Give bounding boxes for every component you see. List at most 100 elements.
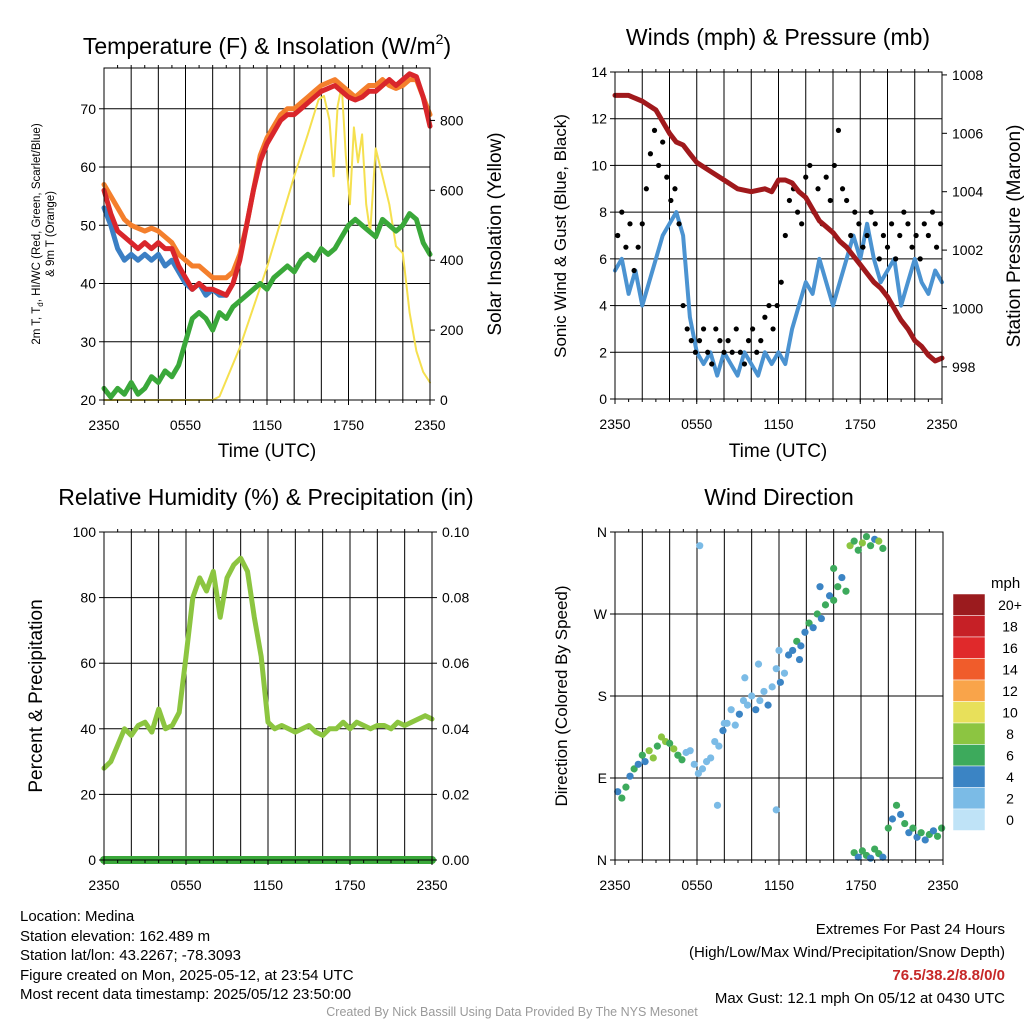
y2-tick-label: 1002 bbox=[952, 242, 983, 258]
direction-point bbox=[909, 824, 917, 832]
x-tick-label: 1150 bbox=[253, 877, 283, 893]
direction-axes: 2350 0550 1150 1750 2350 N E S W N bbox=[594, 524, 959, 893]
direction-point bbox=[641, 758, 649, 766]
direction-point bbox=[801, 628, 809, 636]
y-tick-label: 80 bbox=[80, 590, 96, 606]
x-tick-label: 2350 bbox=[926, 416, 957, 432]
direction-point bbox=[879, 853, 887, 861]
created-text: Figure created on Mon, 2025-05-12, at 23… bbox=[20, 966, 354, 984]
extremes-values: 76.5/38.2/8.8/0/0 bbox=[892, 967, 1005, 984]
y-tick-label: 4 bbox=[599, 298, 607, 314]
x-tick-label: 1150 bbox=[252, 417, 282, 433]
temperature-y2label: Solar Insolation (Yellow) bbox=[485, 132, 506, 335]
direction-point bbox=[866, 854, 875, 862]
direction-point bbox=[866, 542, 875, 550]
gust-point bbox=[635, 244, 641, 250]
y2-tick-label: 800 bbox=[440, 112, 464, 128]
temperature-line bbox=[101, 71, 433, 298]
gust-point bbox=[856, 221, 862, 227]
x-tick-label: 0550 bbox=[170, 417, 201, 433]
humidity-line bbox=[101, 555, 435, 771]
temperature-xlabel: Time (UTC) bbox=[218, 441, 317, 462]
colorbar-label: 14 bbox=[1002, 662, 1018, 678]
gust-point bbox=[729, 349, 735, 355]
y2-tick-label: 0.04 bbox=[442, 721, 469, 737]
humidity-grid bbox=[104, 531, 432, 861]
colorbar-swatch bbox=[952, 636, 986, 659]
direction-point bbox=[698, 765, 707, 773]
gust-point bbox=[815, 186, 821, 192]
gust-point bbox=[684, 326, 690, 332]
y-tick-label: 60 bbox=[80, 655, 96, 671]
y2-tick-label: 1000 bbox=[952, 300, 983, 316]
direction-point bbox=[938, 824, 946, 832]
direction-point bbox=[879, 544, 887, 553]
direction-point bbox=[764, 701, 772, 709]
gust-point bbox=[913, 232, 919, 239]
gust-point bbox=[623, 244, 629, 250]
y2-tick-label: 0.08 bbox=[442, 590, 469, 606]
direction-point bbox=[690, 760, 698, 768]
direction-point bbox=[735, 710, 743, 718]
temperature-axes: 2350 0550 1150 1750 2350 20 30 40 50 60 70 0 200 400 6… bbox=[80, 65, 464, 433]
y-tick-label: 50 bbox=[80, 217, 96, 233]
direction-point bbox=[719, 727, 727, 735]
extremes-subtitle: (High/Low/Max Wind/Precipitation/Snow De… bbox=[689, 944, 1005, 961]
direction-point bbox=[795, 655, 804, 664]
station-info: Location: Medina Station elevation: 162.… bbox=[20, 907, 354, 1005]
direction-point bbox=[626, 772, 634, 780]
gust-point bbox=[905, 221, 911, 227]
direction-point bbox=[772, 665, 780, 673]
direction-point bbox=[834, 583, 842, 591]
colorbar-swatch bbox=[952, 722, 986, 745]
winds-panel: Winds (mph) & Pressure (mb) 2350 0550 1150… bbox=[551, 24, 1024, 462]
wind-line bbox=[613, 210, 944, 378]
gust-point bbox=[692, 349, 698, 355]
pressure-line bbox=[612, 92, 945, 364]
x-tick-label: 1150 bbox=[764, 877, 794, 893]
winds-title: Winds (mph) & Pressure (mb) bbox=[626, 24, 930, 50]
gust-point bbox=[700, 326, 707, 332]
direction-point bbox=[715, 742, 723, 750]
colorbar-swatch bbox=[952, 744, 986, 767]
direction-point bbox=[850, 537, 858, 545]
gust-point bbox=[778, 279, 784, 285]
direction-plot-area bbox=[614, 532, 946, 862]
direction-point bbox=[875, 537, 883, 545]
x-tick-label: 1750 bbox=[845, 877, 876, 893]
gust-point bbox=[725, 338, 731, 344]
direction-point bbox=[686, 747, 694, 755]
x-tick-label: 2350 bbox=[414, 417, 445, 433]
extremes-title: Extremes For Past 24 Hours bbox=[815, 921, 1005, 938]
gust-point bbox=[774, 302, 780, 309]
latlon-text: Station lat/lon: 43.2267; -78.3093 bbox=[20, 947, 242, 964]
direction-point bbox=[884, 824, 892, 832]
direction-point bbox=[858, 539, 866, 547]
gust-point bbox=[745, 338, 752, 344]
y-tick-label: 60 bbox=[80, 159, 96, 175]
gust-point bbox=[709, 361, 715, 367]
gust-point bbox=[844, 197, 850, 204]
max-gust-text: Max Gust: 12.1 mph On 05/12 at 0430 UTC bbox=[714, 990, 1005, 1007]
gust-point bbox=[754, 349, 760, 355]
gust-point bbox=[737, 349, 743, 355]
y2-tick-label: 1004 bbox=[952, 184, 983, 200]
direction-point bbox=[775, 646, 783, 655]
y2-tick-label: 0.02 bbox=[442, 786, 469, 802]
gust-point bbox=[733, 326, 739, 332]
direction-point bbox=[731, 721, 739, 729]
y-tick-label: 0 bbox=[88, 852, 96, 868]
direction-point bbox=[830, 596, 838, 604]
direction-point bbox=[618, 794, 626, 802]
direction-point bbox=[901, 819, 909, 828]
temperature-plot-area bbox=[101, 71, 433, 401]
gust-point bbox=[688, 338, 694, 344]
direction-point bbox=[713, 801, 722, 809]
y-tick-label: 10 bbox=[591, 157, 607, 173]
direction-point bbox=[888, 815, 897, 823]
colorbar-swatch bbox=[952, 787, 986, 810]
y2-tick-label: 0.10 bbox=[442, 524, 469, 540]
gust-point bbox=[786, 197, 793, 204]
winds-ylabel: Sonic Wind & Gust (Blue, Black) bbox=[551, 114, 570, 358]
colorbar-label: 8 bbox=[1006, 726, 1014, 742]
